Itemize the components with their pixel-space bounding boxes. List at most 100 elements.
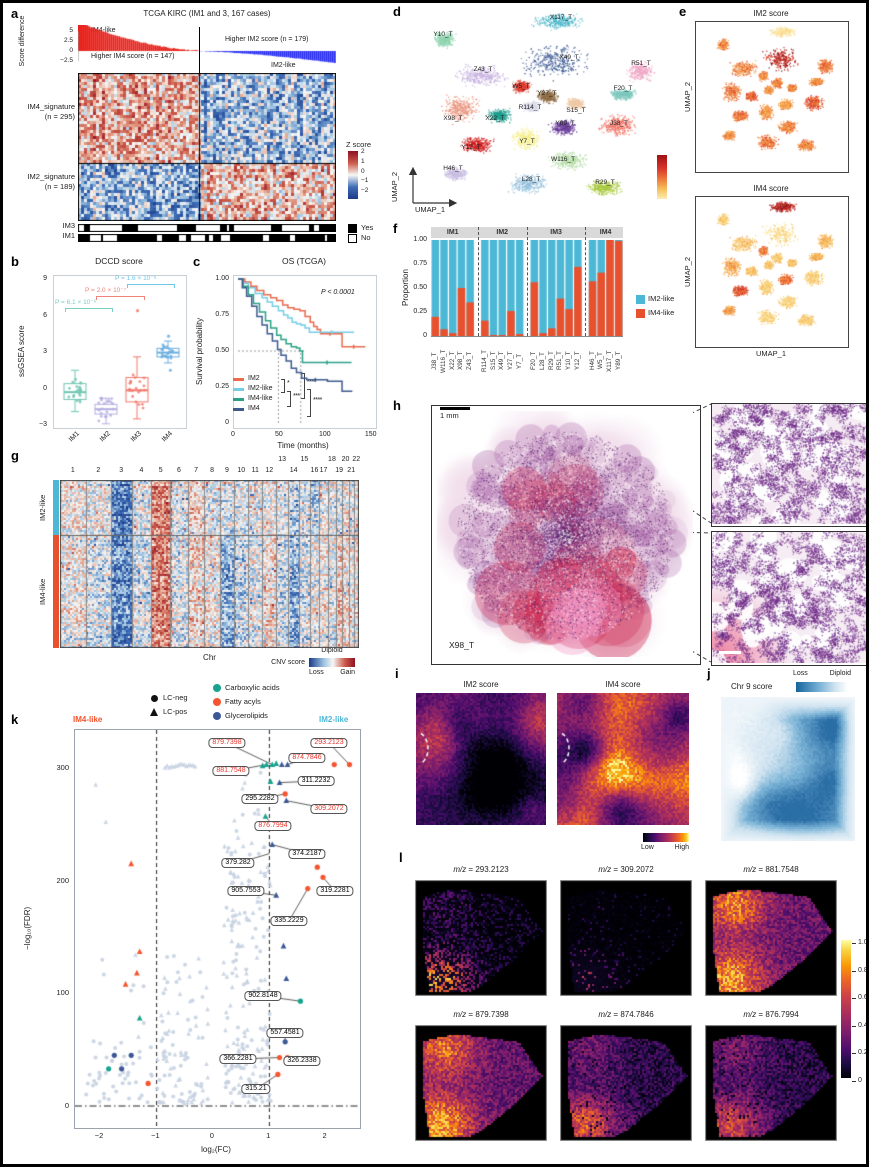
b-xtick-0: IM1 bbox=[67, 430, 82, 444]
f-group-IM4: IM4 bbox=[599, 228, 612, 236]
panel-e-title-im2: IM2 score bbox=[753, 9, 789, 18]
spatial-colorbar-low: Low bbox=[641, 844, 654, 851]
l-title-879.7398: m/z = 879.7398 bbox=[453, 1010, 509, 1019]
g-chr-3: 3 bbox=[119, 467, 124, 474]
zscore-tick-2: 0 bbox=[361, 167, 365, 175]
l-title-876.7994: m/z = 876.7994 bbox=[743, 1010, 799, 1019]
l-title-874.7846: m/z = 874.7846 bbox=[598, 1010, 654, 1019]
k-xtick-1: 1 bbox=[266, 1131, 271, 1140]
umap-cluster-label-Y89_T: Y89_T bbox=[555, 120, 575, 127]
panel-g-sidebar-im4like bbox=[53, 535, 59, 648]
umap-cluster-label-R29_T: R29_T bbox=[595, 179, 615, 186]
k-ytick-100: 100 bbox=[56, 988, 69, 998]
volcano-label-319.2281: 319.2281 bbox=[316, 886, 354, 896]
volcano-label-881.7548: 881.7548 bbox=[212, 766, 250, 776]
panel-i-title-im2: IM2 score bbox=[463, 680, 499, 689]
l-title-293.2123: m/z = 293.2123 bbox=[453, 865, 509, 874]
panel-c-title: OS (TCGA) bbox=[282, 256, 326, 266]
anno-row-im3: IM3 bbox=[62, 221, 75, 230]
b-ytick-3: 0 bbox=[43, 384, 47, 392]
zscore-tick-3: −1 bbox=[361, 177, 369, 185]
volcano-label-902.8148: 902.8148 bbox=[244, 991, 282, 1001]
l-cbar-dash-1.0 bbox=[852, 943, 856, 944]
umap-cluster-label-F20_T: F20_T bbox=[613, 85, 633, 92]
spatial-im4-score bbox=[557, 693, 689, 825]
volcano-plot bbox=[75, 730, 358, 1126]
cnv-legend-loss: Loss bbox=[309, 669, 324, 676]
umap-cluster-label-R114_T: R114_T bbox=[518, 104, 542, 111]
sample-divider-line bbox=[199, 27, 200, 73]
c-xtick-1: 50 bbox=[274, 431, 283, 438]
panel-e-ylabel-1: UMAP_2 bbox=[683, 82, 692, 113]
anno-row-im1: IM1 bbox=[62, 231, 75, 240]
score-difference-bars bbox=[78, 25, 336, 71]
umap-im4-score bbox=[696, 197, 846, 345]
panel-g-xlabel: Chr bbox=[203, 653, 216, 662]
panel-j-title: Chr 9 score bbox=[731, 682, 773, 691]
zscore-tick-4: −2 bbox=[361, 187, 369, 195]
panel-d-ylabel: UMAP_2 bbox=[390, 172, 399, 203]
panel-k-ylabel: −log₁₀(FDR) bbox=[23, 906, 32, 950]
panel-f-axis-line bbox=[431, 336, 623, 337]
fatty-acyls-label: Fatty acyls bbox=[225, 697, 261, 706]
a-ytick-2: 0 bbox=[69, 47, 73, 54]
g-chr-12: 12 bbox=[265, 467, 274, 474]
f-sample-H46_T: H46_T bbox=[588, 351, 596, 371]
spatial-colorbar bbox=[643, 833, 689, 842]
cnv-legend-title: CNV score bbox=[271, 659, 305, 666]
cnv-heatmap bbox=[60, 480, 359, 648]
ion-image-881.7548 bbox=[705, 880, 837, 996]
volcano-right-label: IM2-like bbox=[319, 715, 349, 724]
panel-a-ylabel: Score difference bbox=[18, 15, 26, 67]
l-cbar-dash-0.4 bbox=[852, 1025, 856, 1027]
lc-neg-marker-icon bbox=[151, 695, 158, 702]
f-sample-X117_T: X117_T bbox=[605, 350, 613, 372]
panel-b-title: DCCD score bbox=[95, 256, 143, 266]
umap-cluster-label-Y27_T: Y27_T bbox=[537, 90, 557, 97]
panel-b-ylabel: ssGSEA score bbox=[17, 325, 26, 377]
f-sample-Y10_T: Y10_T bbox=[565, 351, 573, 371]
f-sample-R51_T: R51_T bbox=[556, 351, 564, 371]
k-xtick-2: 2 bbox=[322, 1131, 327, 1140]
f-sample-J38_T: J38_T bbox=[431, 352, 439, 370]
f-group-separator bbox=[527, 227, 528, 336]
panel-letter-c: c bbox=[193, 254, 201, 269]
c-xtick-0: 0 bbox=[231, 431, 235, 438]
panel-letter-k: k bbox=[11, 712, 19, 727]
f-sample-Y12_T: Y12_T bbox=[573, 351, 581, 371]
g-chr-6: 6 bbox=[177, 467, 181, 474]
volcano-left-label: IM4-like bbox=[73, 715, 103, 724]
g-chr-15: 15 bbox=[300, 456, 309, 463]
k-ytick-200: 200 bbox=[56, 875, 69, 885]
umap-cluster-label-W116_T: W116_T bbox=[550, 156, 576, 163]
zscore-tick-1: 1 bbox=[361, 157, 365, 165]
volcano-label-366.2281: 366.2281 bbox=[219, 1054, 257, 1064]
f-sample-X98_T: X98_T bbox=[457, 351, 465, 371]
carboxylic-acids-label: Carboxylic acids bbox=[225, 683, 280, 692]
k-xtick-−1: −1 bbox=[151, 1131, 160, 1140]
g-chr-21: 21 bbox=[347, 467, 356, 474]
row-label-im2-signature-n: (n = 189) bbox=[44, 182, 75, 191]
f-ytick-3: 0.25 bbox=[413, 308, 427, 315]
zscore-colorbar bbox=[348, 151, 358, 199]
volcano-label-557.4581: 557.4581 bbox=[266, 1028, 304, 1038]
f-group-separator bbox=[477, 227, 479, 336]
volcano-label-905.7553: 905.7553 bbox=[227, 886, 265, 896]
ion-image-293.2123 bbox=[415, 880, 547, 996]
g-chr-11: 11 bbox=[251, 467, 259, 474]
umap-cluster-label-S15_T: S15_T bbox=[566, 107, 586, 114]
g-chr-10: 10 bbox=[237, 467, 246, 474]
f-ytick-0: 1.00 bbox=[413, 236, 427, 243]
chr9-score-map bbox=[721, 697, 855, 841]
h-scalebar-label: 1 mm bbox=[440, 411, 459, 420]
volcano-label-295.2282: 295.2282 bbox=[241, 794, 279, 804]
carboxylic-acids-marker-icon bbox=[213, 684, 221, 692]
umap-cluster-label-X117_T: X117_T bbox=[549, 14, 573, 21]
panel-letter-g: g bbox=[11, 448, 19, 463]
f-group-IM3: IM3 bbox=[550, 228, 562, 236]
panel-k-xlabel: log₂(FC) bbox=[201, 1145, 231, 1154]
panel-f-legend-im4like: IM4-like bbox=[648, 308, 675, 317]
cnv-colorbar bbox=[309, 658, 355, 667]
g-chr-14: 14 bbox=[289, 467, 298, 474]
f-sample-X49_T: X49_T bbox=[498, 351, 506, 371]
